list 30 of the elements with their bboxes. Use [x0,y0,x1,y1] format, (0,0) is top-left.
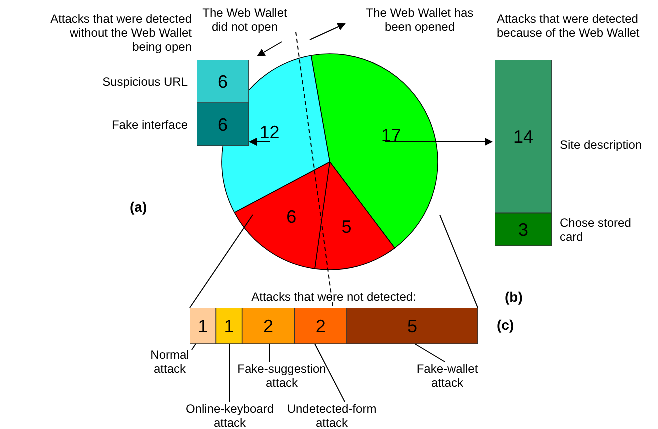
text: The Web Wallet has been opened [365,6,475,34]
data-label: 5 [342,216,352,237]
data-label: 1 [224,316,234,336]
data-label: 12 [260,122,280,143]
data-label: 2 [316,316,326,336]
series-label: Site description [560,138,642,152]
chart-title: Attacks that were detected because of the Web Wallet [497,12,641,40]
series-label: Normal attack [150,348,190,376]
text: The Web Wallet did not open [202,6,288,34]
series-label: Suspicious URL [102,75,188,89]
series-label: Fake-suggestion attack [236,362,328,390]
series-label: Fake interface [112,118,188,132]
chart-title: Attacks that were detected without the Web Wallet being open [50,12,192,54]
data-label: 6 [218,72,228,92]
data-label: 1 [198,316,208,336]
text: Undetected-form attack [286,402,378,429]
text: Online-keyboard attack [184,402,276,429]
data-label: 14 [513,126,534,147]
text: (a) [130,199,148,215]
series-label: Fake-wallet attack [416,362,480,390]
data-label: 3 [518,220,529,240]
text: (c) [497,317,514,333]
data-label: 6 [286,206,297,227]
data-label: 5 [408,316,418,336]
data-label: 17 [381,125,402,146]
data-label: 2 [264,316,274,336]
data-label: 6 [218,114,228,135]
text: (b) [505,289,523,305]
series-label: Chose stored card [560,216,632,244]
chart-title: Attacks that were not detected: [250,290,418,304]
